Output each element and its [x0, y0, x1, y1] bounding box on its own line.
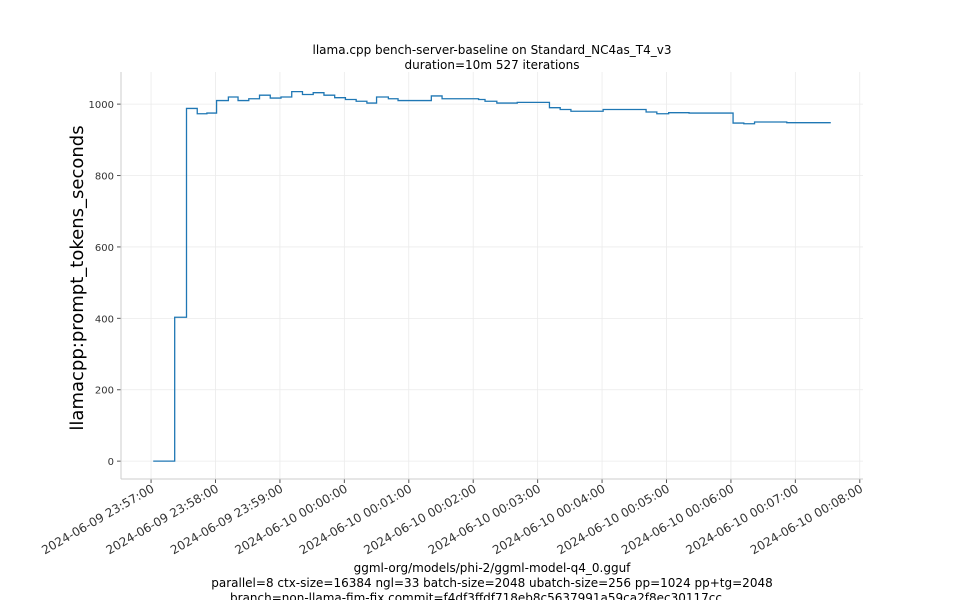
x-tick-label: 2024-06-10 00:05:00 [555, 481, 672, 557]
x-tick-label: 2024-06-10 00:01:00 [297, 481, 414, 557]
x-tick-label: 2024-06-10 00:03:00 [426, 481, 543, 557]
footer-line: parallel=8 ctx-size=16384 ngl=33 batch-s… [211, 576, 772, 590]
footer-line: ggml-org/models/phi-2/ggml-model-q4_0.gg… [354, 561, 632, 575]
y-tick-label: 600 [95, 243, 114, 254]
x-tick-label: 2024-06-10 00:02:00 [361, 481, 478, 557]
x-tick-label: 2024-06-10 00:08:00 [748, 481, 865, 557]
x-tick-label: 2024-06-10 00:04:00 [490, 481, 607, 557]
x-tick-label: 2024-06-10 00:00:00 [232, 481, 349, 557]
x-tick-label: 2024-06-09 23:59:00 [168, 481, 285, 557]
y-tick-label: 400 [95, 314, 114, 325]
data-line [153, 90, 831, 462]
chart-subtitle: duration=10m 527 iterations [405, 58, 580, 72]
x-tick-label: 2024-06-10 00:06:00 [619, 481, 736, 557]
x-tick-label: 2024-06-10 00:07:00 [683, 481, 800, 557]
y-tick-label: 0 [108, 457, 114, 468]
y-tick-label: 800 [95, 172, 114, 183]
y-tick-label: 200 [95, 386, 114, 397]
x-tick-label: 2024-06-09 23:58:00 [104, 481, 221, 557]
y-axis-label: llamacpp:prompt_tokens_seconds [67, 125, 88, 430]
chart-title: llama.cpp bench-server-baseline on Stand… [313, 43, 672, 57]
footer-line: branch=non-llama-fim-fix commit=f4df3ffd… [230, 591, 722, 600]
y-tick-label: 1000 [89, 100, 114, 111]
x-tick-label: 2024-06-09 23:57:00 [39, 481, 156, 557]
